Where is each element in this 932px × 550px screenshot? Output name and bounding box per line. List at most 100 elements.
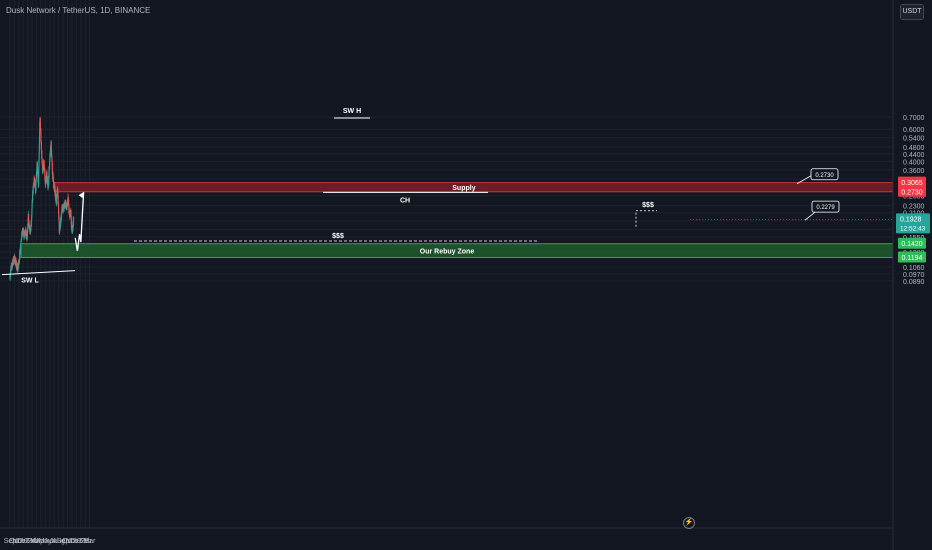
- candle-body: [39, 130, 41, 137]
- candle-body: [51, 162, 53, 170]
- candle-body: [25, 233, 28, 236]
- candle-body: [39, 121, 41, 129]
- liquidity-low-label: $$$: [332, 233, 344, 240]
- time-tick-label: Sep: [57, 538, 70, 545]
- candle-body: [57, 195, 59, 203]
- zone-price-badge: [898, 185, 926, 197]
- candle-body: [19, 251, 21, 255]
- candle-body: [38, 178, 40, 187]
- candle-body: [57, 205, 60, 208]
- candle-body: [58, 207, 60, 214]
- current-price-label: 0.1928: [900, 216, 922, 223]
- zone-price-badge: [898, 176, 926, 188]
- currency-button[interactable]: USDT: [900, 4, 924, 20]
- candle-body: [60, 212, 63, 220]
- candle-body: [38, 143, 40, 152]
- candle-body: [21, 234, 23, 239]
- candle-body: [41, 159, 43, 165]
- candle-body: [26, 232, 29, 238]
- time-tick-label: Nov: [66, 538, 79, 545]
- candles-layer: [9, 116, 75, 282]
- candle-body: [40, 142, 42, 150]
- time-tick-label: Sep: [4, 538, 17, 545]
- candle-body: [31, 208, 33, 214]
- sw-low-line: [1, 270, 76, 276]
- time-tick-label: Aug: [52, 538, 65, 545]
- candle-body: [43, 167, 46, 171]
- candle-body: [52, 175, 54, 179]
- candle-body: [27, 226, 29, 232]
- time-tick-label: Mar: [30, 538, 43, 545]
- candle-body: [68, 204, 70, 207]
- time-tick-label: Dec: [70, 538, 83, 545]
- candle-body: [38, 168, 40, 179]
- price-tick-label: 0.1060: [903, 265, 925, 272]
- price-tick-label: 0.0970: [903, 272, 925, 279]
- zone-price-badge-text: 0.1194: [902, 255, 923, 262]
- candle-body: [32, 187, 34, 194]
- time-tick-label: Nov: [13, 538, 26, 545]
- candle-body: [51, 157, 53, 160]
- candle-body: [61, 208, 63, 213]
- candle-body: [48, 170, 50, 178]
- time-tick-label: Feb: [26, 538, 38, 545]
- candle-body: [27, 223, 29, 227]
- target-1-label: 0.2730: [815, 173, 834, 179]
- candle-body: [72, 217, 75, 219]
- candle-body: [60, 219, 62, 224]
- candle-body: [47, 178, 49, 183]
- time-tick-label: Mar: [83, 538, 96, 545]
- candle-body: [54, 189, 56, 197]
- target-2-label: 0.2279: [816, 205, 835, 211]
- candle-body: [32, 193, 34, 201]
- grid-lines: [0, 0, 893, 528]
- candle-body: [38, 158, 40, 166]
- candle-body: [70, 209, 72, 214]
- target-2-pointer: [804, 211, 816, 221]
- candle-body: [40, 131, 42, 142]
- candle-body: [49, 154, 51, 160]
- time-tick-label: Jul: [50, 538, 59, 545]
- candle-body: [67, 196, 69, 200]
- candle-body: [25, 231, 28, 234]
- candle-body: [70, 224, 73, 228]
- time-tick-label: Dec: [17, 538, 30, 545]
- candle-body: [49, 149, 52, 156]
- price-tick-label: 0.4000: [903, 159, 925, 166]
- price-tick-label: 0.3600: [903, 168, 925, 175]
- candle-body: [35, 178, 37, 181]
- candle-body: [43, 161, 45, 167]
- zone-price-badge-text: 0.2730: [901, 189, 923, 196]
- time-tick-label: 2025: [73, 538, 89, 545]
- price-tick-label: 0.2300: [903, 203, 925, 210]
- zone-price-badge-text: 0.1420: [901, 241, 923, 248]
- ch-label: CH: [400, 197, 410, 204]
- current-price-badge: [896, 213, 930, 234]
- candle-body: [31, 204, 33, 209]
- projection-path: [74, 192, 85, 251]
- liquidity-high-label: $$$: [642, 202, 654, 209]
- price-tick-label: 0.2600: [903, 194, 925, 201]
- candle-body: [48, 166, 51, 169]
- supply-zone-label: Supply: [452, 185, 475, 192]
- target-1-box: [810, 168, 839, 181]
- candle-body: [50, 141, 52, 151]
- candle-body: [68, 210, 70, 215]
- price-tick-label: 0.6000: [903, 127, 925, 134]
- candle-body: [44, 171, 46, 177]
- time-tick-label: 2024: [20, 538, 36, 545]
- candle-body: [51, 159, 53, 163]
- lightning-icon[interactable]: ⚡: [683, 517, 695, 529]
- sw-low-label: SW L: [21, 278, 39, 285]
- target-2-box: [811, 200, 840, 213]
- time-tick-label: Jun: [44, 538, 55, 545]
- candle-body: [38, 136, 41, 144]
- zones-layer: Supply Our Rebuy Zone: [20, 182, 894, 259]
- price-tick-label: 0.7000: [903, 115, 925, 122]
- sw-high-label: SW H: [343, 108, 361, 115]
- candle-body: [36, 170, 38, 176]
- candle-body: [34, 180, 36, 185]
- candle-body: [35, 183, 37, 190]
- rebuy-zone-label: Our Rebuy Zone: [420, 249, 475, 256]
